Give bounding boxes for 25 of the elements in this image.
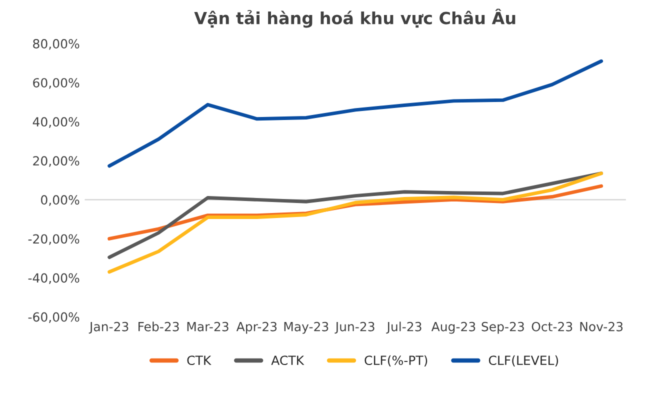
y-tick-label: 20,00% [33, 156, 80, 167]
legend-label: CLF(LEVEL) [488, 355, 558, 367]
x-tick-label: Sep-23 [482, 322, 524, 334]
x-tick-label: Jan-23 [88, 322, 128, 334]
y-tick-label: 0,00% [41, 195, 80, 206]
x-tick-label: Apr-23 [236, 322, 277, 334]
x-tick-label: Oct-23 [532, 322, 572, 332]
x-tick-label: Feb-23 [138, 322, 179, 332]
x-tick-label: Jun-23 [334, 322, 374, 334]
y-tick-label: 80,00% [33, 39, 80, 50]
x-tick-label: May-23 [284, 322, 328, 334]
chart-title: Vận tải hàng hoá khu vực Châu Âu [194, 8, 516, 28]
x-tick-label: Aug-23 [431, 322, 476, 334]
x-tick-label: Nov-23 [580, 322, 623, 332]
legend-label: ACTK [271, 356, 304, 366]
y-tick-label: -60,00% [28, 312, 80, 323]
x-tick-label: Jul-23 [386, 322, 422, 334]
y-tick-label: -40,00% [28, 273, 80, 284]
x-tick-label: Mar-23 [187, 322, 228, 332]
y-tick-label: 40,00% [32, 117, 80, 128]
legend-label: CLF(%-PT) [364, 355, 428, 367]
y-tick-label: 60,00% [33, 78, 80, 89]
legend-label: CTK [187, 356, 212, 366]
line-series [108, 59, 604, 168]
y-tick-label: -20,00% [28, 234, 80, 245]
